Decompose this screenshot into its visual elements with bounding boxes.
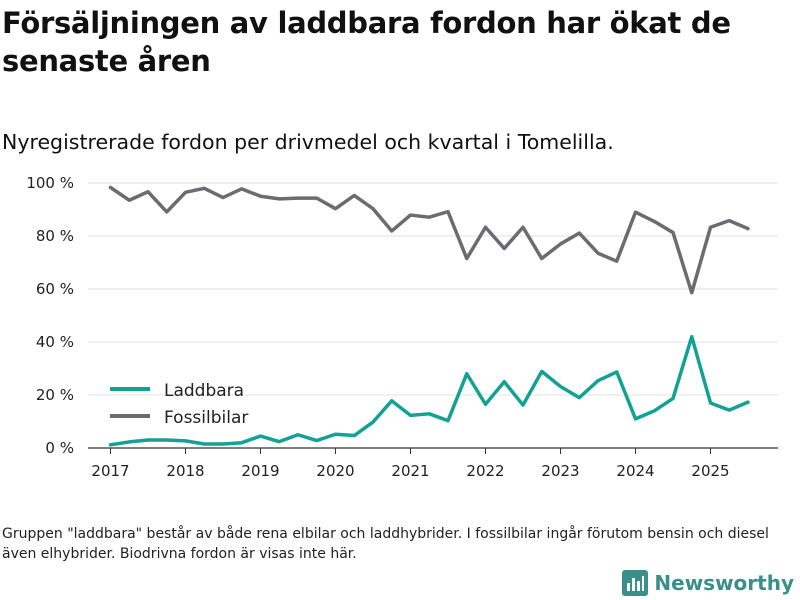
x-tick-label: 2017 — [91, 462, 129, 480]
chart-subtitle: Nyregistrerade fordon per drivmedel och … — [2, 130, 614, 154]
axes: 0 % 20 % 40 % 60 % 80 % 100 % 2017 2018 2019 2020… — [26, 174, 778, 480]
y-tick-label: 40 % — [36, 333, 74, 351]
legend-label-laddbara: Laddbara — [164, 381, 244, 401]
x-tick-label: 2021 — [391, 462, 429, 480]
series-line-fossilbilar — [108, 185, 750, 295]
x-tick-label: 2023 — [541, 462, 579, 480]
x-tick-label: 2019 — [241, 462, 279, 480]
legend: Laddbara Fossilbilar — [110, 381, 248, 428]
x-tick-label: 2025 — [691, 462, 729, 480]
y-tick-label: 0 % — [45, 439, 74, 457]
series-lines — [108, 185, 750, 447]
chart-title: Försäljningen av laddbara fordon har öka… — [2, 6, 731, 78]
bar-chart-logo-icon — [622, 570, 649, 596]
x-tick-label: 2020 — [316, 462, 354, 480]
legend-label-fossilbilar: Fossilbilar — [164, 408, 248, 428]
y-tick-label: 20 % — [36, 386, 74, 404]
brand-name: Newsworthy — [654, 571, 794, 595]
y-tick-label: 60 % — [36, 280, 74, 298]
y-tick-label: 100 % — [26, 174, 74, 192]
y-tick-label: 80 % — [36, 227, 74, 245]
x-tick-label: 2022 — [466, 462, 504, 480]
footnote: Gruppen "laddbara" består av både rena e… — [2, 526, 769, 562]
x-tick-label: 2018 — [166, 462, 204, 480]
x-tick-label: 2024 — [616, 462, 654, 480]
brand-logo: Newsworthy — [622, 568, 794, 598]
grid-lines — [88, 182, 778, 396]
